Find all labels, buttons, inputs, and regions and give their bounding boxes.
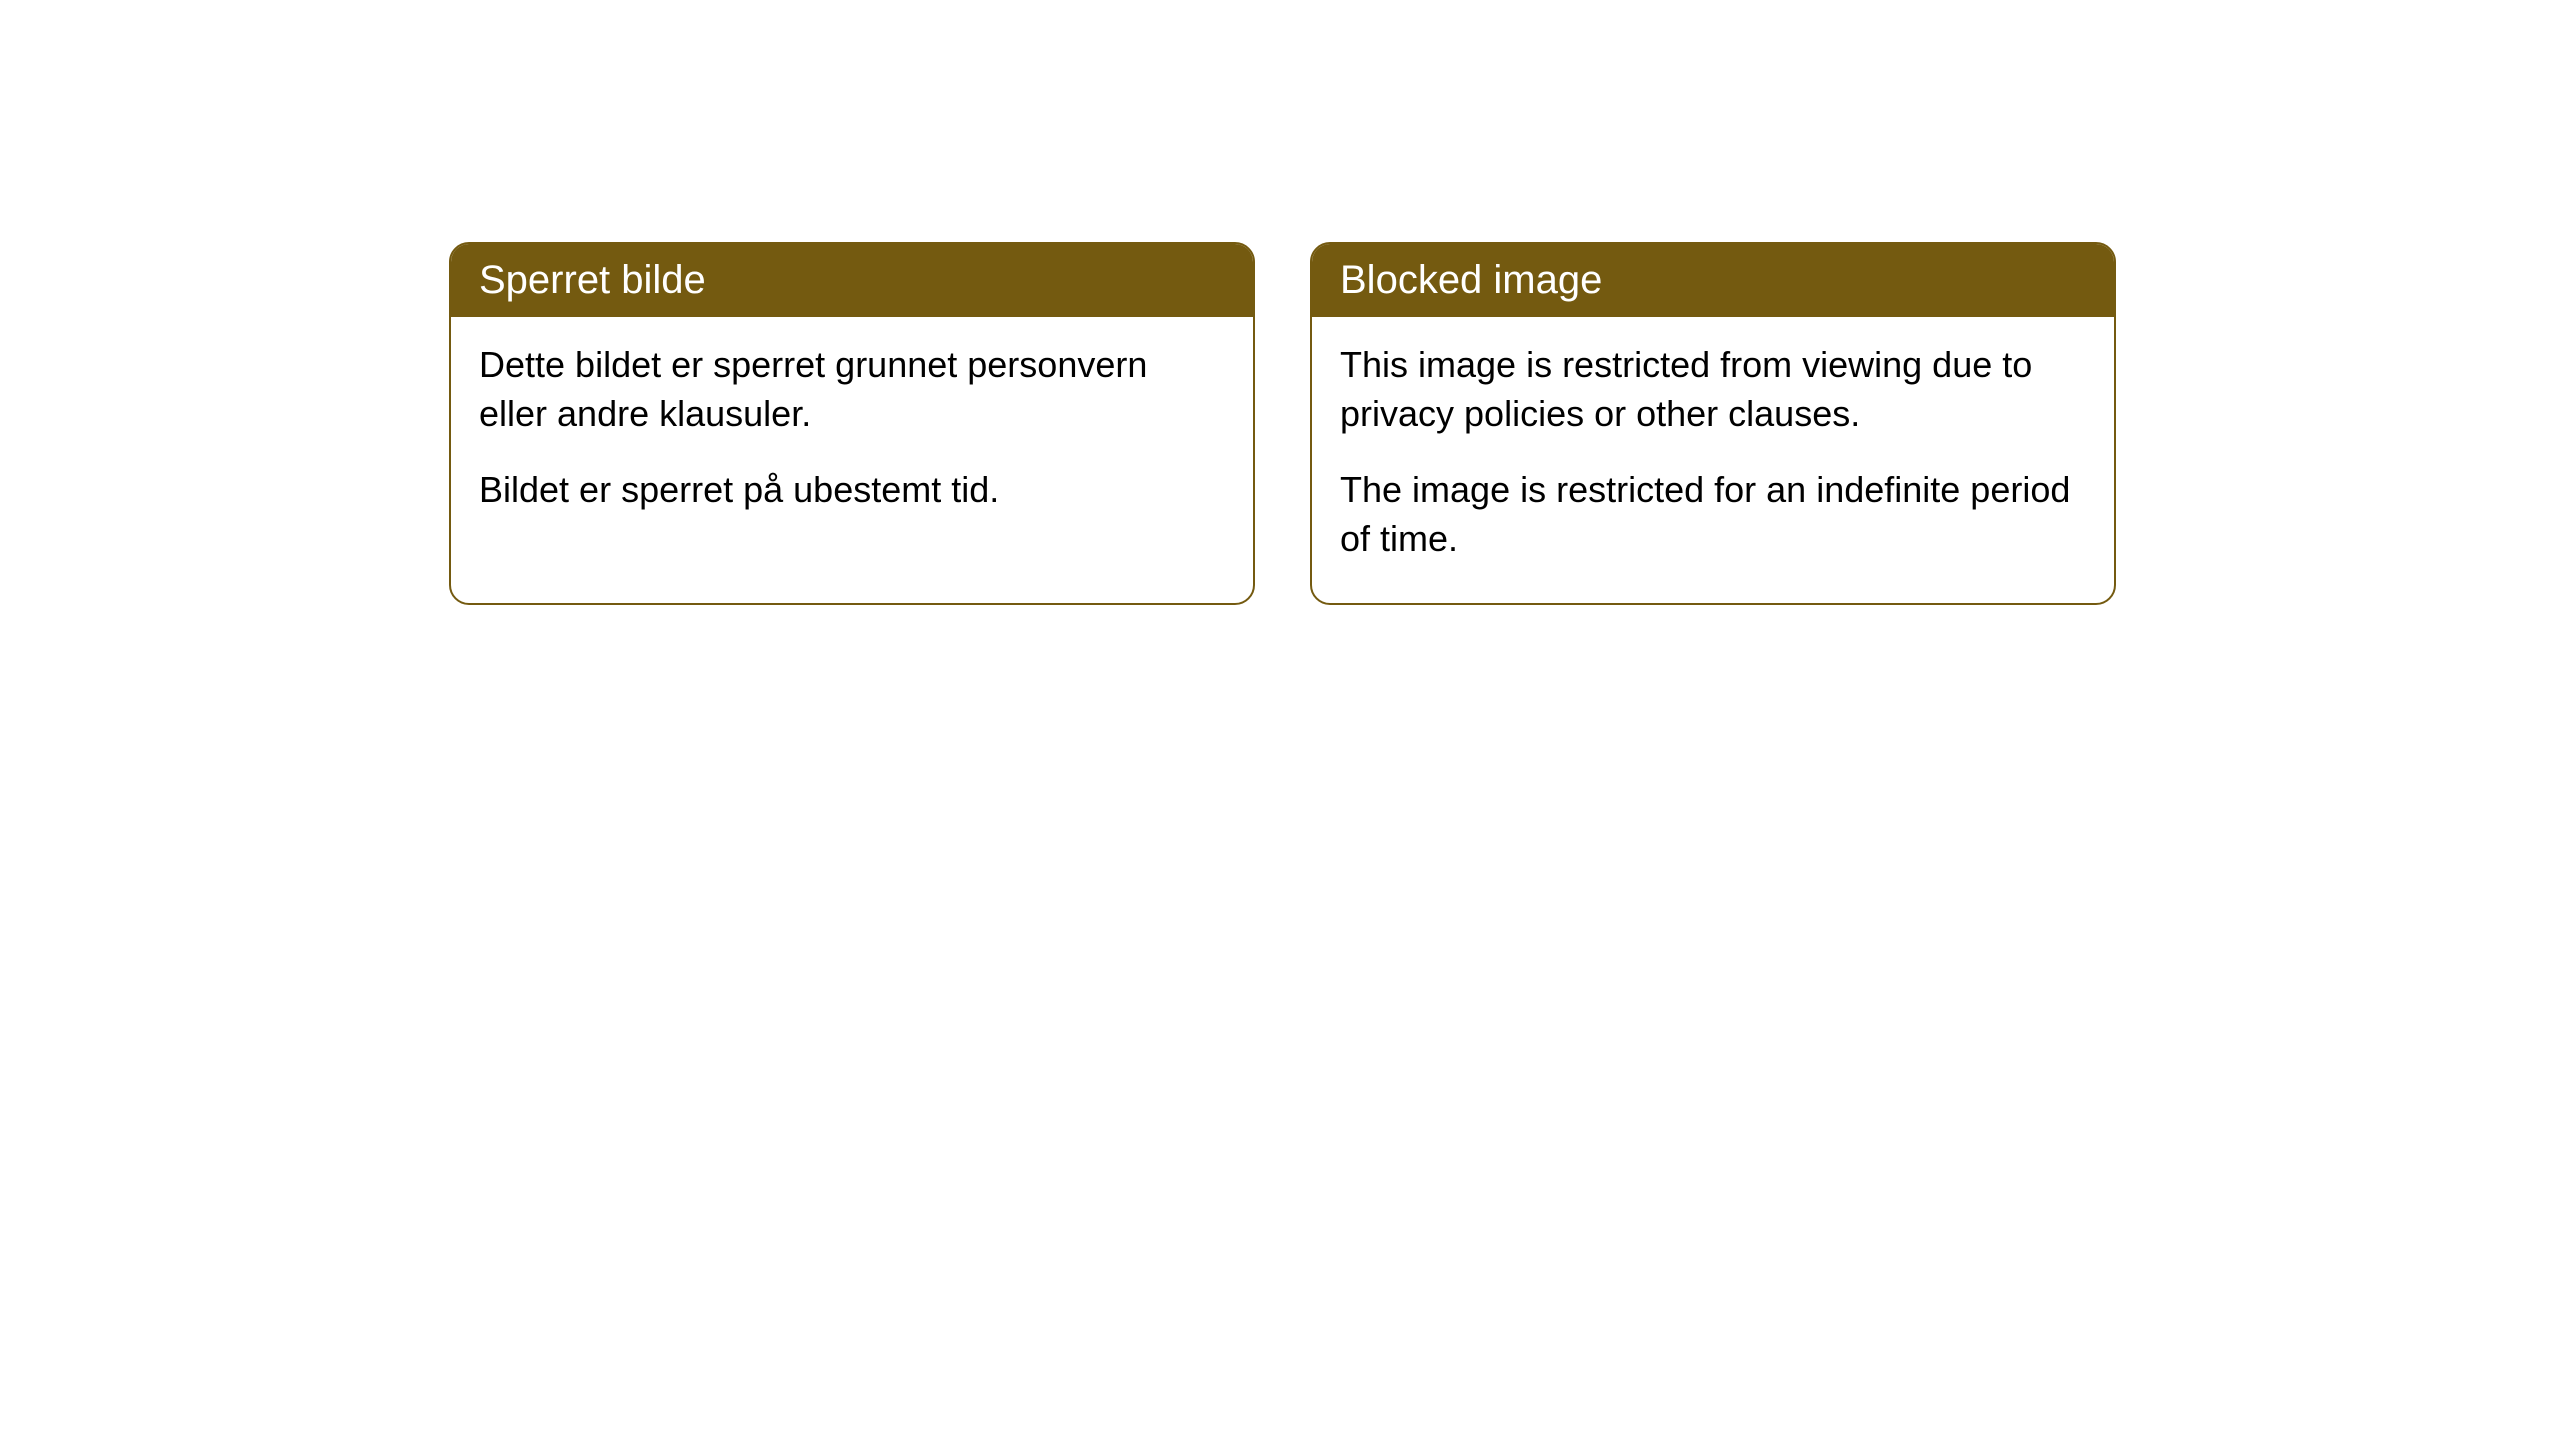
card-body: Dette bildet er sperret grunnet personve… xyxy=(451,317,1253,555)
card-header: Blocked image xyxy=(1312,244,2114,317)
card-body-p1: This image is restricted from viewing du… xyxy=(1340,341,2086,438)
card-body-p1: Dette bildet er sperret grunnet personve… xyxy=(479,341,1225,438)
card-body: This image is restricted from viewing du… xyxy=(1312,317,2114,603)
card-header: Sperret bilde xyxy=(451,244,1253,317)
card-body-p2: Bildet er sperret på ubestemt tid. xyxy=(479,466,1225,515)
notice-card-norwegian: Sperret bilde Dette bildet er sperret gr… xyxy=(449,242,1255,605)
notice-cards-container: Sperret bilde Dette bildet er sperret gr… xyxy=(449,242,2116,605)
card-body-p2: The image is restricted for an indefinit… xyxy=(1340,466,2086,563)
notice-card-english: Blocked image This image is restricted f… xyxy=(1310,242,2116,605)
